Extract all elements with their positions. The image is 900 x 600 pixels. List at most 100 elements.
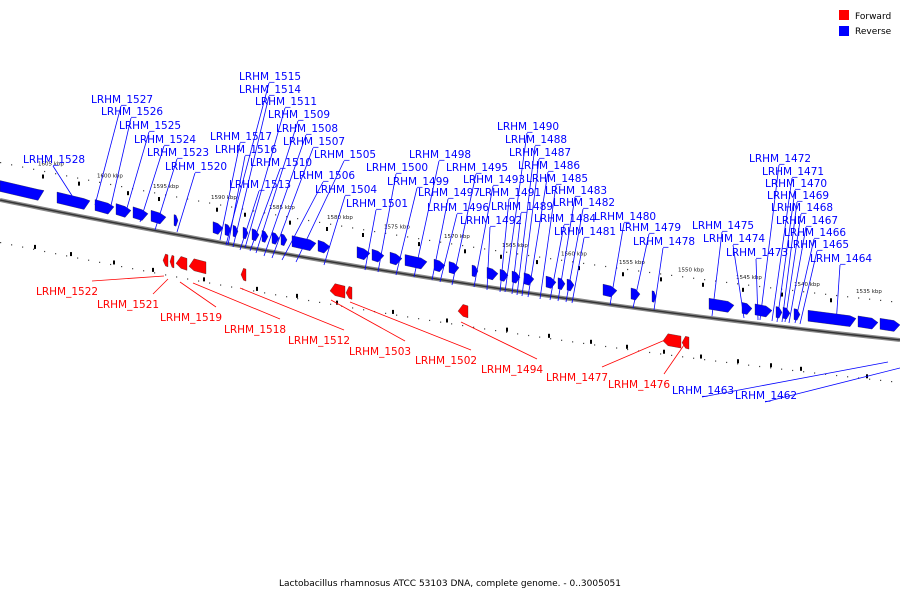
reverse-gene-arrow[interactable] [523, 272, 535, 286]
forward-gene-arrow[interactable] [345, 286, 353, 300]
forward-gene-arrow[interactable] [681, 336, 690, 350]
gene-label[interactable]: LRHM_1518 [224, 324, 286, 336]
reverse-gene-arrow[interactable] [857, 315, 879, 330]
forward-gene-arrow[interactable] [240, 268, 247, 282]
gene-label[interactable]: LRHM_1523 [147, 147, 209, 159]
gene-label[interactable]: LRHM_1477 [546, 372, 608, 384]
reverse-gene-arrow[interactable] [371, 248, 385, 263]
gene-label[interactable]: LRHM_1507 [283, 136, 345, 148]
gene-label[interactable]: LRHM_1527 [91, 94, 153, 106]
gene-label[interactable]: LRHM_1496 [427, 202, 489, 214]
gene-label[interactable]: LRHM_1469 [767, 190, 829, 202]
reverse-gene-arrow[interactable] [271, 231, 280, 245]
reverse-gene-arrow[interactable] [775, 306, 783, 319]
reverse-gene-arrow[interactable] [630, 287, 641, 301]
gene-label[interactable]: LRHM_1503 [349, 346, 411, 358]
gene-label[interactable]: LRHM_1515 [239, 71, 301, 83]
gene-label[interactable]: LRHM_1493 [463, 174, 525, 186]
gene-label[interactable]: LRHM_1505 [314, 149, 376, 161]
reverse-gene-arrow[interactable] [651, 290, 657, 303]
gene-label[interactable]: LRHM_1476 [608, 379, 670, 391]
gene-label[interactable]: LRHM_1473 [726, 247, 788, 259]
gene-label[interactable]: LRHM_1470 [765, 178, 827, 190]
forward-gene-arrow[interactable] [175, 256, 188, 271]
gene-label[interactable]: LRHM_1468 [771, 202, 833, 214]
reverse-gene-arrow[interactable] [291, 235, 317, 251]
gene-label[interactable]: LRHM_1521 [97, 299, 159, 311]
gene-label[interactable]: LRHM_1475 [692, 220, 754, 232]
forward-gene-arrow[interactable] [662, 333, 682, 349]
gene-label[interactable]: LRHM_1495 [446, 162, 508, 174]
reverse-gene-arrow[interactable] [280, 233, 288, 246]
reverse-gene-arrow[interactable] [150, 209, 167, 225]
gene-label[interactable]: LRHM_1474 [703, 233, 765, 245]
gene-label[interactable]: LRHM_1497 [418, 187, 480, 199]
gene-label[interactable]: LRHM_1516 [215, 144, 277, 156]
reverse-gene-arrow[interactable] [879, 318, 900, 332]
reverse-gene-arrow[interactable] [602, 283, 618, 298]
gene-label[interactable]: LRHM_1500 [366, 162, 428, 174]
reverse-gene-arrow[interactable] [545, 275, 557, 289]
gene-label[interactable]: LRHM_1482 [553, 197, 615, 209]
gene-label[interactable]: LRHM_1509 [268, 109, 330, 121]
reverse-gene-arrow[interactable] [708, 298, 735, 313]
gene-label[interactable]: LRHM_1513 [229, 179, 291, 191]
gene-label[interactable]: LRHM_1479 [619, 222, 681, 234]
gene-label[interactable]: LRHM_1512 [288, 335, 350, 347]
forward-gene-arrow[interactable] [329, 283, 346, 299]
gene-label[interactable]: LRHM_1486 [518, 160, 580, 172]
reverse-gene-arrow[interactable] [251, 228, 260, 242]
reverse-gene-arrow[interactable] [232, 225, 239, 238]
reverse-gene-arrow[interactable] [115, 203, 132, 218]
gene-label[interactable]: LRHM_1488 [505, 134, 567, 146]
reverse-gene-arrow[interactable] [356, 246, 371, 260]
gene-label[interactable]: LRHM_1483 [545, 185, 607, 197]
forward-gene-arrow[interactable] [188, 258, 207, 275]
reverse-gene-arrow[interactable] [94, 199, 115, 215]
forward-gene-arrow[interactable] [162, 253, 169, 268]
gene-label[interactable]: LRHM_1463 [672, 385, 734, 397]
reverse-gene-arrow[interactable] [754, 303, 773, 318]
gene-label[interactable]: LRHM_1522 [36, 286, 98, 298]
reverse-gene-arrow[interactable] [173, 214, 179, 227]
reverse-gene-arrow[interactable] [261, 230, 269, 243]
gene-label[interactable]: LRHM_1510 [250, 157, 312, 169]
reverse-gene-arrow[interactable] [132, 206, 149, 221]
forward-gene-arrow[interactable] [169, 255, 175, 269]
gene-label[interactable]: LRHM_1491 [479, 187, 541, 199]
gene-label[interactable]: LRHM_1485 [526, 173, 588, 185]
gene-label[interactable]: LRHM_1478 [633, 236, 695, 248]
gene-label[interactable]: LRHM_1526 [101, 106, 163, 118]
reverse-gene-arrow[interactable] [317, 239, 331, 254]
gene-label[interactable]: LRHM_1519 [160, 312, 222, 324]
gene-label[interactable]: LRHM_1481 [554, 226, 616, 238]
reverse-gene-arrow[interactable] [557, 277, 566, 290]
gene-label[interactable]: LRHM_1494 [481, 364, 543, 376]
gene-label[interactable]: LRHM_1514 [239, 84, 301, 96]
gene-label[interactable]: LRHM_1467 [776, 215, 838, 227]
gene-label[interactable]: LRHM_1464 [810, 253, 872, 265]
gene-label[interactable]: LRHM_1520 [165, 161, 227, 173]
gene-label[interactable]: LRHM_1480 [594, 211, 656, 223]
gene-label[interactable]: LRHM_1524 [134, 134, 196, 146]
reverse-gene-arrow[interactable] [212, 221, 224, 235]
gene-label[interactable]: LRHM_1484 [534, 213, 596, 225]
gene-label[interactable]: LRHM_1504 [315, 184, 377, 196]
gene-label[interactable]: LRHM_1502 [415, 355, 477, 367]
gene-label[interactable]: LRHM_1465 [787, 239, 849, 251]
reverse-gene-arrow[interactable] [0, 180, 45, 201]
reverse-gene-arrow[interactable] [448, 261, 460, 275]
gene-label[interactable]: LRHM_1501 [346, 198, 408, 210]
reverse-gene-arrow[interactable] [56, 191, 91, 210]
gene-label[interactable]: LRHM_1498 [409, 149, 471, 161]
gene-label[interactable]: LRHM_1487 [509, 147, 571, 159]
reverse-gene-arrow[interactable] [486, 267, 499, 281]
reverse-gene-arrow[interactable] [807, 310, 857, 327]
gene-label[interactable]: LRHM_1508 [276, 123, 338, 135]
forward-gene-arrow[interactable] [457, 304, 469, 319]
gene-label[interactable]: LRHM_1466 [784, 227, 846, 239]
gene-label[interactable]: LRHM_1528 [23, 154, 85, 166]
gene-label[interactable]: LRHM_1525 [119, 120, 181, 132]
gene-label[interactable]: LRHM_1517 [210, 131, 272, 143]
gene-label[interactable]: LRHM_1489 [491, 201, 553, 213]
